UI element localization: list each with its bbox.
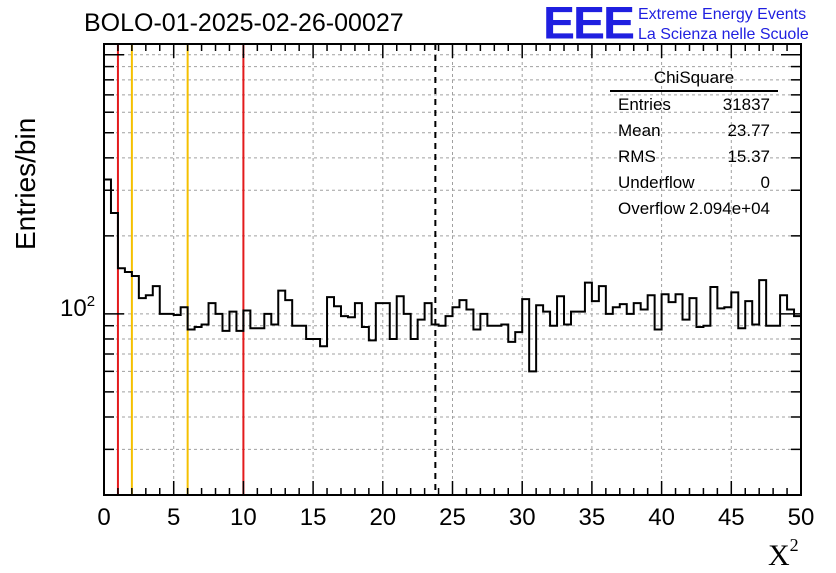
y-axis-label: Entries/bin <box>10 117 41 250</box>
eee-logo: EEE <box>543 0 635 49</box>
stat-value: 15.37 <box>727 147 770 166</box>
stat-label: Overflow <box>618 199 686 218</box>
stat-row-rms: RMS 15.37 <box>610 144 778 170</box>
stat-label: RMS <box>618 147 656 166</box>
x-tick-labels: 0 5 10 15 20 25 30 35 40 45 50 <box>97 504 814 531</box>
x-tick-label: 35 <box>579 504 606 531</box>
logo-subtitle-line1: Extreme Energy Events <box>638 6 807 23</box>
x-axis-label-exponent: 2 <box>789 535 799 555</box>
x-tick-label: 10 <box>230 504 257 531</box>
stat-row-overflow: Overflow 2.094e+04 <box>610 196 778 222</box>
x-tick-label: 15 <box>300 504 327 531</box>
stat-label: Mean <box>618 121 661 140</box>
vertical-marker-lines <box>116 44 437 495</box>
x-tick-label: 40 <box>648 504 675 531</box>
stat-value: 2.094e+04 <box>689 199 770 218</box>
chart-title: BOLO-01-2025-02-26-00027 <box>84 9 404 37</box>
stat-row-mean: Mean 23.77 <box>610 118 778 144</box>
stats-box: ChiSquare Entries 31837 Mean 23.77 RMS 1… <box>610 66 778 222</box>
stats-title: ChiSquare <box>610 66 778 92</box>
logo-subtitle-line2: La Scienza nelle Scuole <box>638 26 809 43</box>
x-axis-label-base: X <box>768 539 790 572</box>
histogram-steps <box>104 178 801 373</box>
x-tick-label: 0 <box>97 504 110 531</box>
stat-label: Underflow <box>618 173 695 192</box>
y-tick-base: 10 <box>60 295 87 322</box>
y-tick-label-100: 102 <box>60 293 95 322</box>
x-tick-label: 5 <box>167 504 180 531</box>
y-tick-exponent: 2 <box>87 293 95 310</box>
x-axis-label: X2 <box>768 535 799 573</box>
x-tick-label: 50 <box>788 504 815 531</box>
stat-value: 31837 <box>722 95 770 114</box>
plot-frame <box>103 43 802 496</box>
x-tick-label: 25 <box>439 504 466 531</box>
x-tick-label: 45 <box>718 504 745 531</box>
stat-value: 0 <box>760 173 770 192</box>
x-tick-label: 30 <box>509 504 536 531</box>
y-tick-labels: 102 <box>60 293 95 322</box>
stat-row-underflow: Underflow 0 <box>610 170 778 196</box>
stat-row-entries: Entries 31837 <box>610 92 778 118</box>
stat-label: Entries <box>618 95 671 114</box>
axis-ticks <box>103 44 802 495</box>
x-tick-label: 20 <box>369 504 396 531</box>
stat-value: 23.77 <box>727 121 770 140</box>
